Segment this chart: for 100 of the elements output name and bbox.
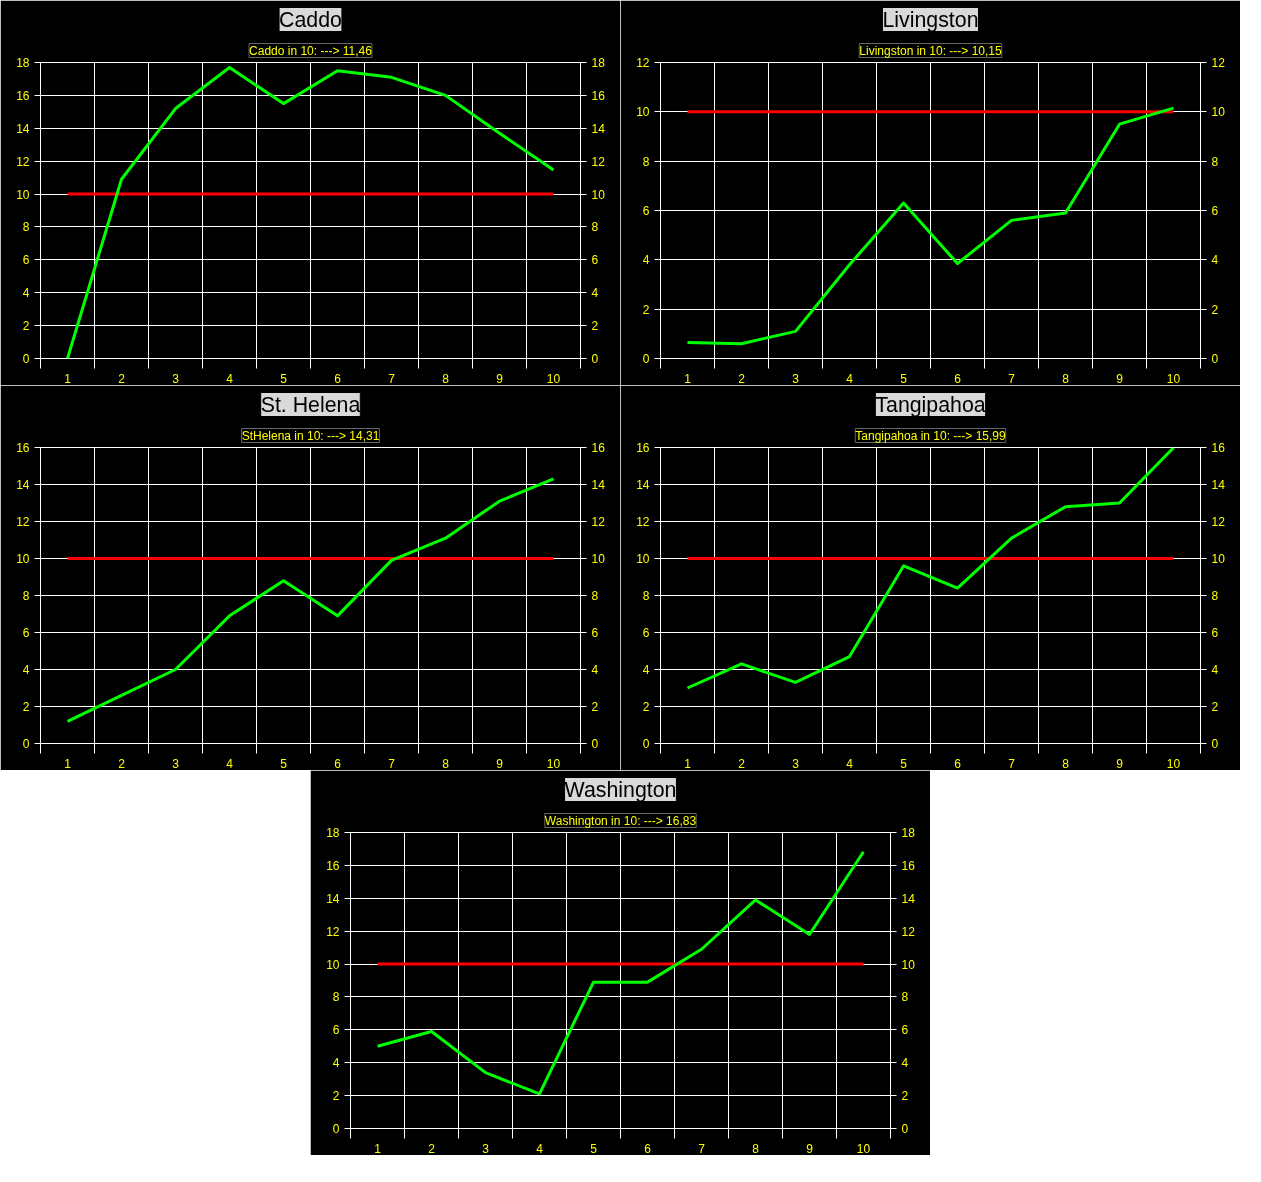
x-tick-label: 8 (1062, 371, 1070, 386)
y2-tick-label: 6 (1211, 626, 1219, 640)
y-tick-label: 14 (16, 121, 30, 136)
x-tick-label: 5 (280, 371, 288, 386)
x-tick-label: 9 (1116, 371, 1124, 386)
y2-tick-label: 2 (901, 1089, 909, 1104)
y2-tick-label: 16 (591, 88, 606, 103)
x-tick-label: 1 (64, 756, 72, 771)
y2-tick-label: 10 (1211, 552, 1226, 566)
y2-tick-label: 12 (1211, 56, 1226, 70)
y-tick-label: 10 (636, 105, 650, 120)
y-tick-label: 2 (642, 302, 650, 317)
y2-tick-label: 8 (901, 990, 909, 1005)
line-series (686, 447, 1175, 690)
x-tick-label: 8 (442, 371, 450, 386)
line-series (376, 850, 865, 1096)
y-tick-label: 6 (22, 253, 30, 268)
x-tick-label: 2 (118, 756, 126, 771)
chart-subtitle: StHelena in 10: ---> 14,31 (241, 428, 380, 443)
y2-tick-label: 14 (901, 891, 916, 906)
y2-tick-label: 6 (591, 253, 599, 268)
x-tick-label: 8 (752, 1141, 760, 1156)
y2-tick-label: 18 (591, 56, 606, 70)
y2-tick-label: 4 (591, 663, 599, 677)
y-tick-label: 2 (22, 319, 30, 334)
y2-tick-label: 14 (591, 121, 606, 136)
x-tick-label: 4 (846, 371, 854, 386)
y2-tick-label: 10 (901, 957, 916, 972)
x-tick-label: 9 (496, 371, 504, 386)
y2-tick-label: 2 (591, 319, 599, 334)
y-tick-label: 0 (642, 352, 650, 366)
y-tick-label: 0 (642, 737, 650, 751)
x-tick-label: 8 (442, 756, 450, 771)
y2-tick-label: 12 (901, 924, 916, 939)
y2-tick-label: 12 (591, 154, 606, 169)
y2-tick-label: 10 (591, 187, 606, 202)
y-tick-label: 0 (332, 1122, 340, 1136)
chart-title: Livingston (882, 7, 979, 32)
y-tick-label: 4 (22, 286, 30, 301)
y2-tick-label: 2 (591, 700, 599, 714)
y-tick-label: 18 (326, 826, 340, 840)
y-tick-label: 4 (642, 253, 650, 268)
y2-tick-label: 0 (591, 737, 599, 751)
y2-tick-label: 0 (1211, 352, 1219, 366)
x-tick-label: 1 (684, 756, 692, 771)
y-tick-label: 4 (642, 663, 650, 677)
y-tick-label: 12 (636, 515, 650, 529)
x-tick-label: 3 (792, 756, 800, 771)
x-tick-label: 9 (496, 756, 504, 771)
y2-tick-label: 8 (591, 220, 599, 235)
x-tick-label: 7 (388, 371, 396, 386)
x-tick-label: 7 (1008, 371, 1016, 386)
x-tick-label: 10 (1166, 371, 1181, 386)
x-tick-label: 10 (1166, 756, 1181, 771)
y-tick-label: 10 (636, 552, 650, 566)
y2-tick-label: 4 (591, 286, 599, 301)
x-tick-label: 3 (172, 756, 180, 771)
x-tick-label: 10 (546, 756, 561, 771)
chart-title: Caddo (279, 7, 342, 32)
x-tick-label: 3 (172, 371, 180, 386)
y2-tick-label: 8 (591, 589, 599, 603)
y-tick-label: 8 (332, 990, 340, 1005)
y-tick-label: 14 (636, 478, 650, 492)
y-tick-label: 4 (22, 663, 30, 677)
x-tick-label: 7 (698, 1141, 706, 1156)
y-tick-label: 10 (16, 552, 30, 566)
y-tick-label: 14 (326, 891, 340, 906)
line-series (66, 65, 555, 359)
y-tick-label: 0 (22, 737, 30, 751)
chart-subtitle: Washington in 10: ---> 16,83 (544, 813, 697, 828)
y-tick-label: 2 (332, 1089, 340, 1104)
y2-tick-label: 12 (1211, 515, 1226, 529)
y2-tick-label: 16 (1211, 441, 1226, 455)
y2-tick-label: 16 (591, 441, 606, 455)
x-tick-label: 7 (388, 756, 396, 771)
y-tick-label: 0 (22, 352, 30, 366)
y-tick-label: 12 (16, 515, 30, 529)
x-tick-label: 8 (1062, 756, 1070, 771)
x-tick-label: 2 (428, 1141, 436, 1156)
y-tick-label: 12 (16, 154, 30, 169)
y2-tick-label: 0 (901, 1122, 909, 1136)
x-tick-label: 4 (846, 756, 854, 771)
x-tick-label: 10 (856, 1141, 871, 1156)
x-tick-label: 1 (374, 1141, 382, 1156)
y2-tick-label: 6 (901, 1023, 909, 1038)
y2-tick-label: 10 (1211, 105, 1226, 120)
y-tick-label: 14 (16, 478, 30, 492)
y-tick-label: 18 (16, 56, 30, 70)
y-tick-label: 8 (22, 589, 30, 603)
x-tick-label: 5 (590, 1141, 598, 1156)
chart-subtitle: Livingston in 10: ---> 10,15 (859, 43, 1003, 58)
x-tick-label: 10 (546, 371, 561, 386)
x-tick-label: 4 (226, 756, 234, 771)
y-tick-label: 16 (16, 441, 30, 455)
y2-tick-label: 12 (591, 515, 606, 529)
x-tick-label: 5 (280, 756, 288, 771)
x-tick-label: 4 (226, 371, 234, 386)
y2-tick-label: 6 (1211, 204, 1219, 218)
y-tick-label: 6 (642, 204, 650, 218)
y2-tick-label: 2 (1211, 302, 1219, 317)
